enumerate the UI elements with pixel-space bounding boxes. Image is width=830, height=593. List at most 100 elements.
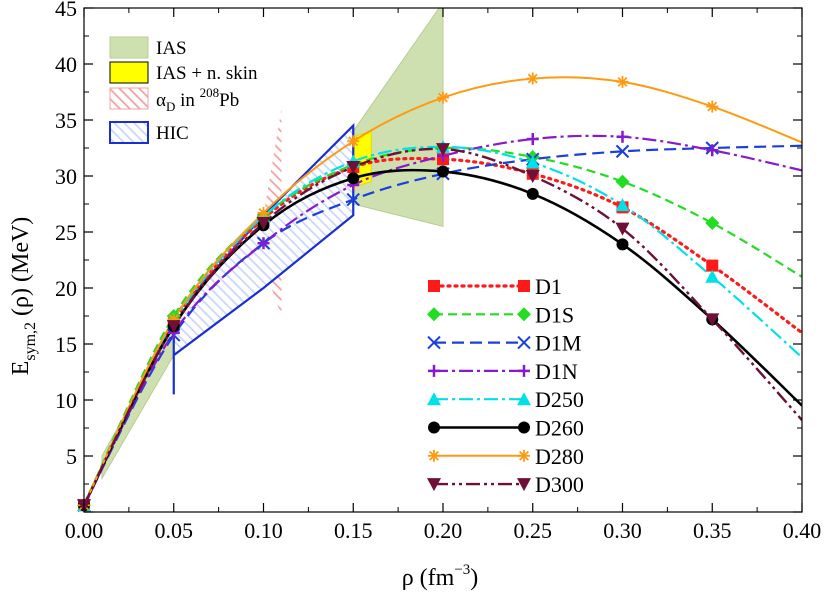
bands-layer — [101, 8, 444, 481]
data-point-d300 — [346, 161, 361, 175]
x-tick-label: 0.30 — [603, 518, 642, 543]
band-legend-swatch-ias — [109, 36, 149, 59]
x-axis-title-close: ) — [470, 565, 478, 591]
x-tick-label: 0.15 — [334, 518, 373, 543]
legend-label-d280: D280 — [535, 444, 584, 469]
legend-marker-d1n — [518, 364, 530, 377]
legend-entry-d260: D260 — [428, 416, 584, 441]
x-axis-title-base: ρ (fm — [402, 565, 455, 591]
tick-labels-layer: 0.00 0.05 0.10 0.15 0.20 0.25 0.30 0.35 0.40 5 10 1… — [55, 0, 821, 543]
data-point-d260 — [616, 238, 629, 251]
legend-marker-d280 — [428, 449, 440, 462]
data-point-d300 — [166, 320, 181, 334]
y-axis-title-base: E — [8, 361, 34, 376]
data-point-d280 — [347, 135, 360, 148]
x-tick-label: 0.25 — [514, 518, 553, 543]
legend-label-d1m: D1M — [535, 331, 581, 356]
legend-marker-d1s — [427, 307, 441, 322]
data-point-d250 — [525, 155, 540, 169]
data-point-d250 — [615, 198, 630, 212]
data-point-d1s — [615, 174, 630, 189]
series-line-d1m — [84, 144, 802, 506]
data-point-d1n — [526, 133, 539, 146]
data-point-d1m — [346, 192, 360, 207]
data-point-d300 — [615, 222, 630, 236]
legend-entry-d1m: D1M — [427, 331, 581, 356]
data-point-d260 — [526, 187, 539, 200]
data-point-d300 — [705, 313, 720, 327]
alphad-sub: D — [166, 99, 175, 114]
legend-label-d250: D250 — [535, 387, 584, 412]
legend-label-d1: D1 — [535, 274, 562, 299]
legend-marker-d260 — [428, 421, 440, 434]
y-axis-title: Esym,2 (ρ) (MeV) — [8, 217, 39, 376]
band-legend: IAS IAS + n. skin αD in 208Pb HIC — [109, 36, 258, 144]
series-line-d1n — [84, 134, 802, 506]
legend-entry-d300: D300 — [427, 472, 584, 497]
data-point-d280 — [437, 91, 449, 104]
legend-marker-d1m — [517, 335, 531, 350]
data-point-d260 — [347, 172, 360, 185]
series-markers-d300 — [77, 143, 720, 513]
x-axis-title: ρ (fm−3) — [402, 562, 479, 591]
y-tick-label: 15 — [55, 332, 77, 357]
alphad-sup: 208 — [200, 85, 220, 100]
data-point-d1m — [615, 144, 630, 159]
legend-marker-d1 — [518, 280, 530, 292]
x-axis-title-sup: −3 — [454, 562, 470, 578]
data-point-d1 — [706, 259, 719, 272]
y-tick-label: 5 — [66, 444, 77, 469]
y-axis-title-sub: sym,2 — [22, 322, 39, 361]
data-point-d1n — [616, 130, 629, 143]
legend-entry-d250: D250 — [427, 387, 584, 412]
band-legend-label-alphad: αD in 208Pb — [156, 85, 239, 114]
data-point-d280 — [257, 206, 270, 219]
y-tick-label: 20 — [55, 276, 77, 301]
alphad-end: Pb — [219, 90, 239, 111]
y-tick-label: 45 — [55, 0, 77, 21]
y-axis-title-rest: (ρ) (MeV) — [8, 217, 34, 322]
data-point-d280 — [706, 100, 719, 113]
y-tick-label: 40 — [55, 52, 77, 77]
legend-entry-d1s: D1S — [427, 302, 574, 327]
legend-marker-d1n — [428, 364, 440, 377]
legend-marker-d250 — [427, 392, 441, 406]
y-tick-label: 30 — [55, 164, 77, 189]
markers-layer — [77, 72, 720, 513]
x-tick-label: 0.40 — [783, 518, 822, 543]
data-point-d300 — [525, 170, 540, 183]
legend-marker-d1s — [517, 307, 531, 322]
data-point-d1n — [706, 144, 719, 157]
x-tick-label: 0.00 — [65, 518, 104, 543]
alphad-symbol: α — [156, 90, 166, 111]
y-tick-label: 10 — [55, 388, 77, 413]
ticks-layer — [83, 7, 803, 513]
x-tick-label: 0.20 — [424, 518, 463, 543]
y-tick-label: 25 — [55, 220, 77, 245]
band-hic — [172, 122, 355, 395]
legend-marker-d1m — [427, 335, 441, 350]
data-point-d1s — [705, 216, 720, 231]
band-legend-label-hic: HIC — [156, 123, 189, 144]
y-tick-label: 35 — [55, 108, 77, 133]
data-point-d300 — [436, 143, 450, 157]
series-legend: D1 D1S D1M D1N D250 D260 D280 D300 — [427, 274, 584, 497]
legend-entry-d1: D1 — [428, 274, 562, 299]
band-legend-swatch-hic — [109, 121, 149, 144]
legend-marker-d1 — [428, 280, 440, 292]
data-point-d280 — [526, 72, 539, 85]
legend-marker-d300 — [517, 478, 531, 492]
x-tick-label: 0.35 — [693, 518, 732, 543]
legend-entry-d280: D280 — [428, 444, 584, 469]
legend-marker-d260 — [518, 421, 530, 434]
legend-marker-d250 — [517, 392, 531, 406]
data-point-d1n — [257, 237, 270, 250]
data-point-d250 — [705, 269, 720, 283]
legend-marker-d280 — [518, 449, 530, 462]
legend-label-d1s: D1S — [535, 302, 574, 327]
series-line-d1s — [84, 146, 802, 506]
legend-entry-d1n: D1N — [428, 359, 578, 384]
band-legend-swatch-alphad — [109, 87, 149, 110]
band-legend-label-ias: IAS — [156, 38, 187, 59]
